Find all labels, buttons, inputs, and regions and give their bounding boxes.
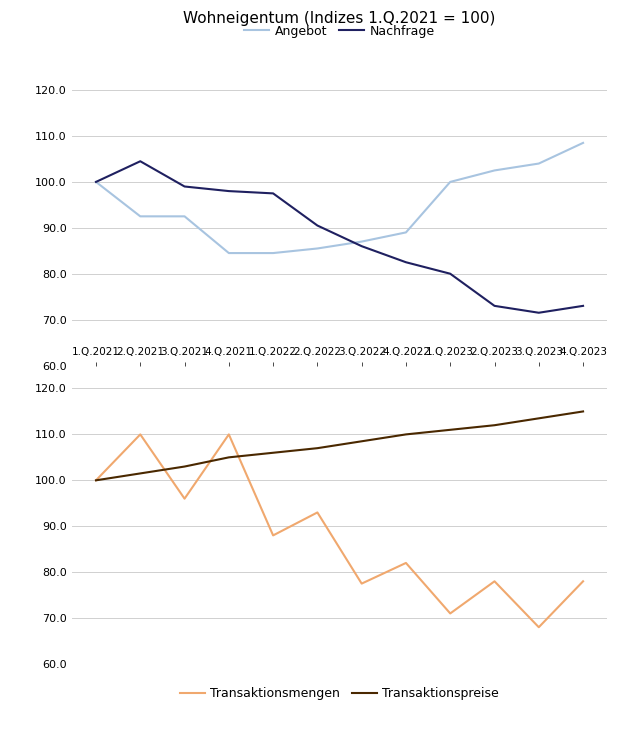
Legend: Transaktionsmengen, Transaktionspreise: Transaktionsmengen, Transaktionspreise — [175, 682, 504, 705]
Legend: Angebot, Nachfrage: Angebot, Nachfrage — [239, 19, 440, 43]
Title: Wohneigentum (Indizes 1.Q.2021 = 100): Wohneigentum (Indizes 1.Q.2021 = 100) — [183, 10, 496, 25]
